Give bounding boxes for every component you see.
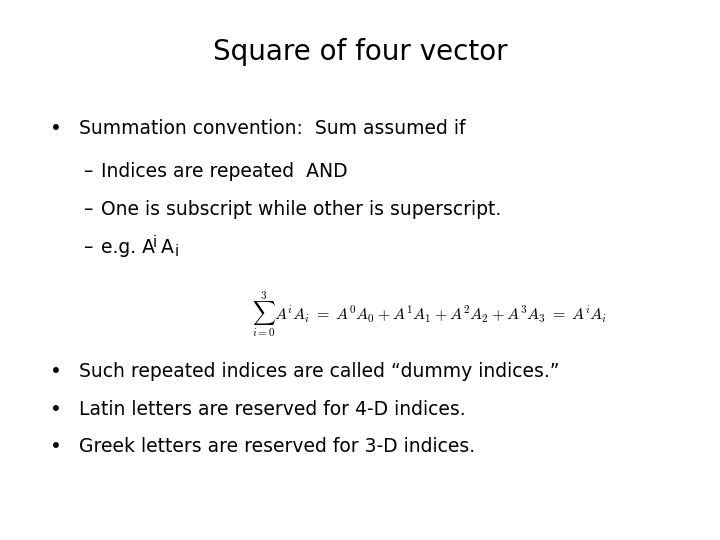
Text: Indices are repeated  AND: Indices are repeated AND [101, 162, 348, 181]
Text: A: A [161, 238, 174, 256]
Text: e.g. A: e.g. A [101, 238, 155, 256]
Text: Summation convention:  Sum assumed if: Summation convention: Sum assumed if [79, 119, 466, 138]
Text: One is subscript while other is superscript.: One is subscript while other is superscr… [101, 200, 501, 219]
Text: –: – [83, 162, 92, 181]
Text: i: i [174, 244, 179, 259]
Text: •: • [50, 437, 62, 456]
Text: $\sum_{i=0}^{3} A^i A_i \;=\; A^0 A_0 + A^1 A_1 + A^2 A_2 + A^3 A_3 \;=\; A^i A_: $\sum_{i=0}^{3} A^i A_i \;=\; A^0 A_0 + … [252, 289, 607, 339]
Text: Square of four vector: Square of four vector [212, 38, 508, 66]
Text: –: – [83, 200, 92, 219]
Text: Such repeated indices are called “dummy indices.”: Such repeated indices are called “dummy … [79, 362, 559, 381]
Text: •: • [50, 119, 62, 138]
Text: •: • [50, 400, 62, 419]
Text: Latin letters are reserved for 4-D indices.: Latin letters are reserved for 4-D indic… [79, 400, 466, 419]
Text: –: – [83, 238, 92, 256]
Text: Greek letters are reserved for 3-D indices.: Greek letters are reserved for 3-D indic… [79, 437, 475, 456]
Text: i: i [153, 235, 157, 250]
Text: •: • [50, 362, 62, 381]
